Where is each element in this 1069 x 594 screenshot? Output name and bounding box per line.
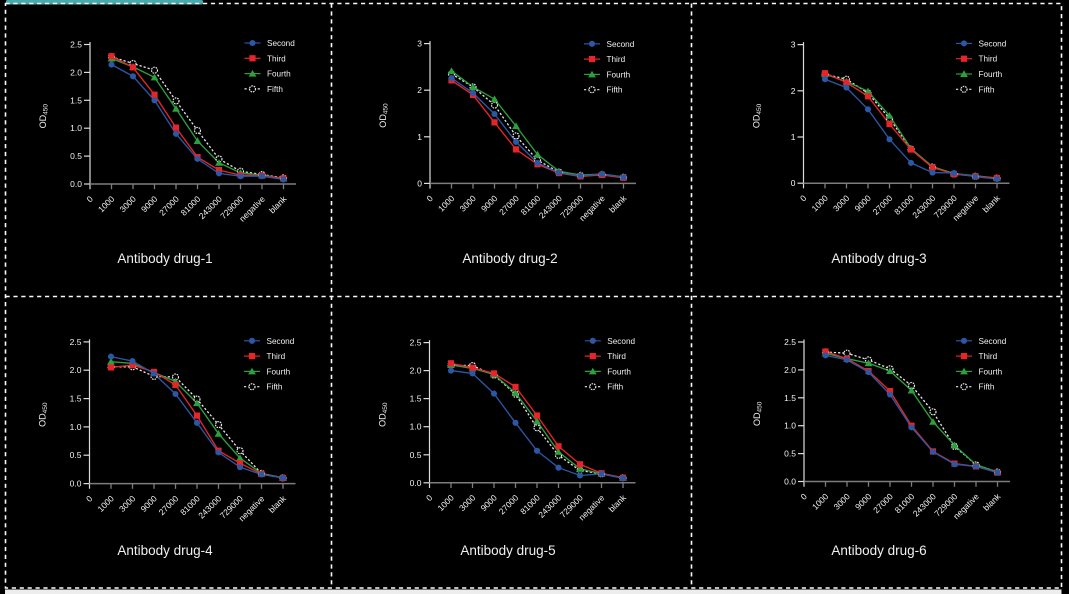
svg-text:Second: Second xyxy=(979,337,1007,346)
svg-text:Fifth: Fifth xyxy=(267,85,283,94)
svg-text:Antibody drug-6: Antibody drug-6 xyxy=(831,543,926,558)
svg-text:0: 0 xyxy=(791,178,796,188)
svg-text:Fourth: Fourth xyxy=(607,367,631,376)
svg-text:Fifth: Fifth xyxy=(267,383,283,392)
svg-text:OD450: OD450 xyxy=(378,402,390,427)
svg-text:Fourth: Fourth xyxy=(267,367,291,376)
svg-text:Antibody drug-3: Antibody drug-3 xyxy=(831,251,926,266)
svg-text:Second: Second xyxy=(979,39,1007,48)
svg-text:0: 0 xyxy=(798,491,809,502)
svg-text:Fourth: Fourth xyxy=(979,70,1003,79)
svg-text:Second: Second xyxy=(267,39,295,48)
svg-text:Third: Third xyxy=(607,352,626,361)
svg-text:0.5: 0.5 xyxy=(410,450,422,460)
svg-text:Antibody drug-5: Antibody drug-5 xyxy=(460,543,555,558)
svg-text:Second: Second xyxy=(607,337,635,346)
svg-text:1: 1 xyxy=(417,132,422,142)
svg-text:1.0: 1.0 xyxy=(70,422,82,432)
svg-text:0: 0 xyxy=(84,194,95,205)
svg-text:Third: Third xyxy=(979,55,998,64)
svg-text:OD450: OD450 xyxy=(752,401,764,426)
svg-text:Fourth: Fourth xyxy=(979,367,1003,376)
svg-text:Second: Second xyxy=(267,337,295,346)
svg-text:0.5: 0.5 xyxy=(784,449,796,459)
svg-text:2.0: 2.0 xyxy=(70,365,82,375)
svg-text:1.0: 1.0 xyxy=(784,421,796,431)
svg-text:Third: Third xyxy=(979,352,998,361)
svg-text:Fifth: Fifth xyxy=(607,86,623,95)
svg-text:Fifth: Fifth xyxy=(979,383,995,392)
svg-text:0.0: 0.0 xyxy=(70,179,82,189)
svg-text:Third: Third xyxy=(267,54,286,63)
svg-text:Second: Second xyxy=(607,40,635,49)
svg-text:OD450: OD450 xyxy=(378,103,390,128)
svg-text:Fifth: Fifth xyxy=(607,383,623,392)
svg-text:3: 3 xyxy=(417,39,422,49)
svg-text:1.5: 1.5 xyxy=(70,95,82,105)
svg-text:Fourth: Fourth xyxy=(267,70,291,79)
svg-text:1.0: 1.0 xyxy=(70,123,82,133)
svg-text:0: 0 xyxy=(424,193,435,204)
svg-text:0.5: 0.5 xyxy=(70,450,82,460)
svg-text:0.0: 0.0 xyxy=(410,478,422,488)
svg-text:2.0: 2.0 xyxy=(784,365,796,375)
svg-text:0.5: 0.5 xyxy=(70,151,82,161)
svg-text:1.5: 1.5 xyxy=(410,394,422,404)
svg-text:Antibody drug-4: Antibody drug-4 xyxy=(117,543,213,558)
svg-text:2: 2 xyxy=(791,86,796,96)
svg-text:Antibody drug-1: Antibody drug-1 xyxy=(117,251,212,266)
svg-text:Fourth: Fourth xyxy=(607,70,631,79)
svg-text:0.0: 0.0 xyxy=(784,477,796,487)
svg-text:2.5: 2.5 xyxy=(410,338,422,348)
svg-text:0: 0 xyxy=(84,493,95,504)
svg-text:1: 1 xyxy=(791,132,796,142)
svg-text:1.5: 1.5 xyxy=(784,393,796,403)
svg-text:Third: Third xyxy=(267,352,286,361)
svg-text:Third: Third xyxy=(607,55,626,64)
svg-text:OD450: OD450 xyxy=(38,104,50,129)
svg-text:1.5: 1.5 xyxy=(70,394,82,404)
svg-text:1.0: 1.0 xyxy=(410,422,422,432)
svg-text:2.5: 2.5 xyxy=(70,337,82,347)
svg-text:OD450: OD450 xyxy=(752,103,764,128)
svg-text:2.5: 2.5 xyxy=(784,337,796,347)
svg-text:2.5: 2.5 xyxy=(70,40,82,50)
svg-text:0: 0 xyxy=(417,178,422,188)
svg-text:2: 2 xyxy=(417,85,422,95)
svg-text:2.0: 2.0 xyxy=(70,67,82,77)
svg-text:Fifth: Fifth xyxy=(979,85,995,94)
svg-text:3: 3 xyxy=(791,40,796,50)
svg-text:0: 0 xyxy=(798,193,809,204)
svg-text:OD450: OD450 xyxy=(38,402,50,427)
svg-text:Antibody drug-2: Antibody drug-2 xyxy=(462,251,557,266)
svg-text:2.0: 2.0 xyxy=(410,366,422,376)
svg-text:0.0: 0.0 xyxy=(70,479,82,489)
svg-text:0: 0 xyxy=(424,492,435,503)
